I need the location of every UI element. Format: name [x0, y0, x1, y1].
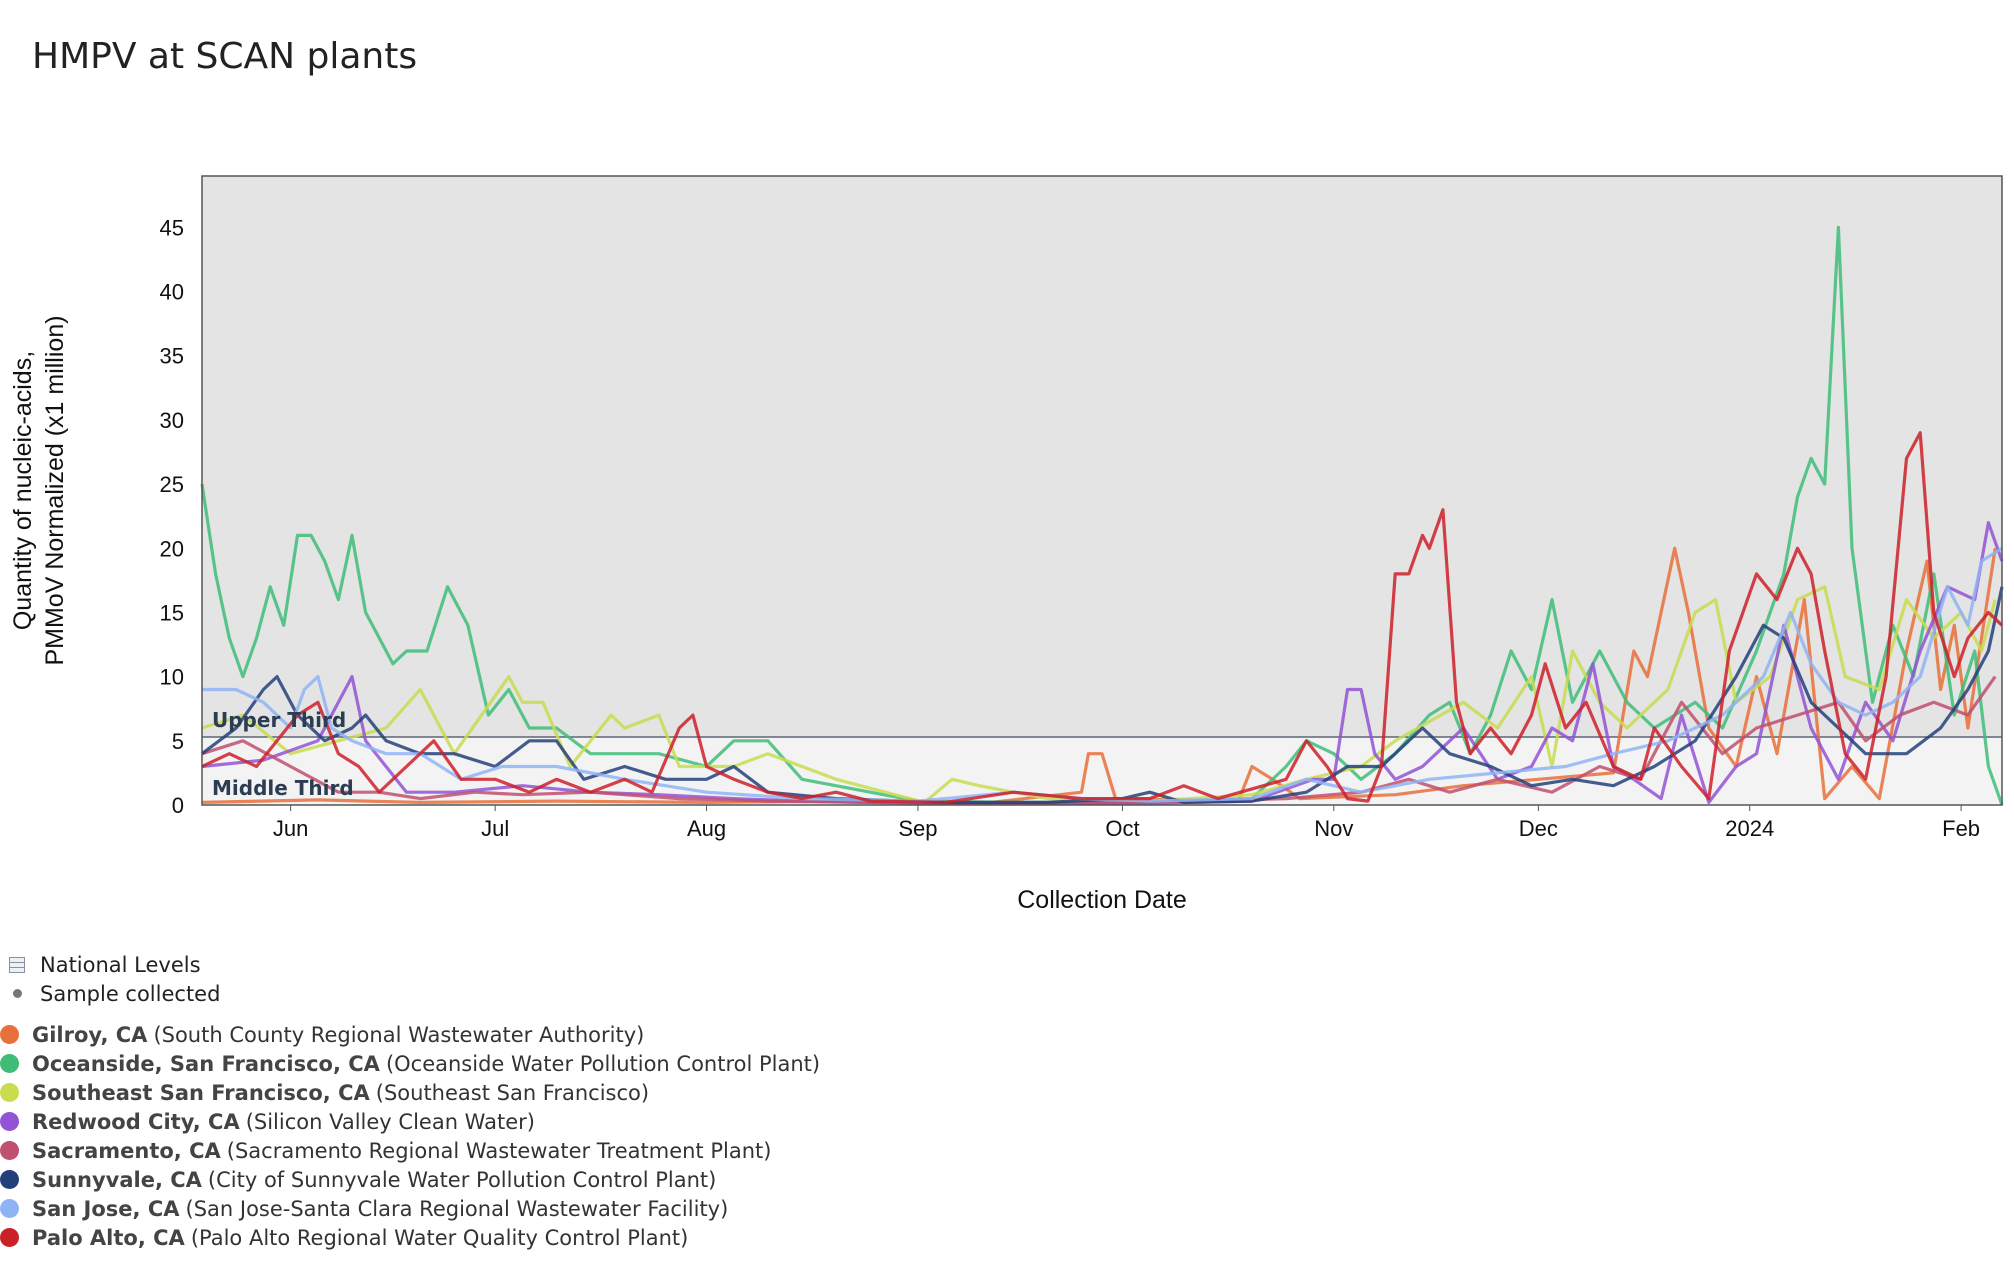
series-color-dot [0, 1054, 19, 1073]
legend-item-series-1[interactable]: Oceanside, San Francisco, CA (Oceanside W… [0, 1049, 1000, 1078]
y-tick-label: 25 [160, 472, 184, 497]
legend-series-name: Palo Alto, CA [32, 1225, 185, 1250]
x-tick-label: Sep [898, 816, 937, 841]
legend-item-series-6[interactable]: San Jose, CA (San Jose-Santa Clara Region… [0, 1194, 1000, 1223]
series-color-dot [0, 1141, 19, 1160]
band-0 [202, 176, 2002, 737]
y-axis-label-line-2: PMMoV Normalized (x1 million) [41, 315, 69, 665]
series-color-dot [0, 1025, 19, 1044]
x-tick-label: Dec [1519, 816, 1558, 841]
series-color-dot [0, 1199, 19, 1218]
band-label-0: Upper Third [212, 708, 346, 732]
legend-series-name: San Jose, CA [32, 1196, 180, 1221]
series-color-dot [0, 1083, 19, 1102]
legend-item-series-3[interactable]: Redwood City, CA (Silicon Valley Clean Wa… [0, 1107, 1000, 1136]
sample-dot-icon [13, 989, 22, 998]
legend-item-national-levels[interactable]: National Levels [0, 950, 1000, 979]
band-label-1: Middle Third [212, 776, 354, 800]
legend-item-series-2[interactable]: Southeast San Francisco, CA (Southeast Sa… [0, 1078, 1000, 1107]
x-axis-label: Collection Date [1017, 886, 1187, 914]
legend-series-plant: (City of Sunnyvale Water Pollution Contr… [207, 1167, 717, 1192]
legend-label: National Levels [40, 952, 201, 977]
series-line-4[interactable] [201, 675, 1997, 806]
national-level-bands [202, 176, 2002, 805]
series-color-dot [0, 1112, 19, 1131]
legend-series-plant: (Sacramento Regional Wastewater Treatmen… [226, 1138, 772, 1163]
y-tick-label: 40 [160, 280, 184, 305]
y-tick-label: 35 [160, 344, 184, 369]
y-tick-label: 0 [172, 793, 184, 818]
legend-series-plant: (Silicon Valley Clean Water) [245, 1109, 535, 1134]
x-tick-label: 2024 [1725, 816, 1774, 841]
legend-series-name: Gilroy, CA [32, 1022, 148, 1047]
series-line-6[interactable] [202, 546, 2003, 803]
y-tick-label: 30 [160, 408, 184, 433]
x-tick-label: Feb [1942, 816, 1980, 841]
chart-title: HMPV at SCAN plants [32, 36, 418, 77]
y-tick-label: 15 [160, 600, 184, 625]
legend-item-series-5[interactable]: Sunnyvale, CA (City of Sunnyvale Water Po… [0, 1165, 1000, 1194]
national-levels-icon [9, 956, 25, 973]
legend-series-plant: (Southeast San Francisco) [375, 1080, 650, 1105]
plot-frame [201, 175, 2003, 806]
y-tick-label: 45 [160, 215, 184, 240]
y-tick-label: 5 [172, 729, 184, 754]
series-line-7[interactable] [201, 431, 2004, 804]
legend-series-plant: (San Jose-Santa Clara Regional Wastewate… [185, 1196, 729, 1221]
band-labels: Upper Third Middle Third [212, 708, 354, 800]
y-tick-label: 10 [160, 665, 184, 690]
x-tick-label: Jun [273, 816, 308, 841]
legend-item-series-7[interactable]: Palo Alto, CA (Palo Alto Regional Water Q… [0, 1223, 1000, 1252]
x-tick-label: Nov [1314, 816, 1353, 841]
legend-series-name: Sunnyvale, CA [32, 1167, 202, 1192]
legend-series-name: Oceanside, San Francisco, CA [32, 1051, 380, 1076]
y-axis-label-line-1: Quantity of nucleic-acids, [9, 351, 37, 630]
legend-item-series-0[interactable]: Gilroy, CA (South County Regional Wastewa… [0, 1020, 1000, 1049]
legend-series-plant: (South County Regional Wastewater Author… [153, 1022, 645, 1047]
legend-item-series-4[interactable]: Sacramento, CA (Sacramento Regional Waste… [0, 1136, 1000, 1165]
chart[interactable]: 0 5 10 15 20 25 30 35 40 45 Jun Jul Aug Sep Oct Nov Dec… [0, 0, 2014, 940]
x-axis-ticks: Jun Jul Aug Sep Oct Nov Dec 2024 Feb [273, 805, 1980, 841]
legend-series-name: Sacramento, CA [32, 1138, 221, 1163]
x-tick-label: Jul [481, 816, 509, 841]
legend: National Levels Sample collected Gilroy,… [0, 950, 1000, 1252]
legend-series-name: Redwood City, CA [32, 1109, 240, 1134]
x-tick-label: Aug [687, 816, 726, 841]
legend-series-plant: (Oceanside Water Pollution Control Plant… [385, 1051, 821, 1076]
y-axis-ticks: 0 5 10 15 20 25 30 35 40 45 [160, 215, 184, 818]
x-tick-label: Oct [1105, 816, 1139, 841]
series-lines[interactable] [200, 225, 2004, 806]
y-tick-label: 20 [160, 536, 184, 561]
series-color-dot [0, 1228, 19, 1247]
legend-label: Sample collected [40, 981, 221, 1006]
legend-series-name: Southeast San Francisco, CA [32, 1080, 370, 1105]
series-color-dot [0, 1170, 19, 1189]
legend-item-sample-collected[interactable]: Sample collected [0, 979, 1000, 1008]
series-line-5[interactable] [201, 586, 2004, 804]
legend-series-plant: (Palo Alto Regional Water Quality Contro… [190, 1225, 689, 1250]
